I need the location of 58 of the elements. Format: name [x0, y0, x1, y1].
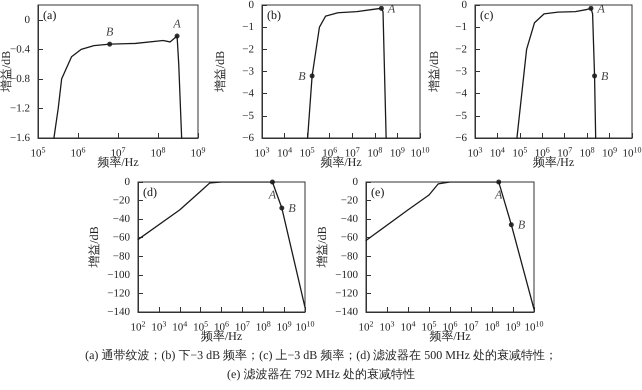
chart-title: (b)	[267, 8, 281, 22]
y-axis-title: 增益/dB	[315, 226, 329, 269]
y-tick-label: 0	[24, 14, 30, 26]
y-axis-title: 增益/dB	[213, 50, 227, 94]
y-tick-label: 0	[248, 0, 254, 11]
y-tick-label: −4	[455, 88, 468, 100]
y-tick-label: −2	[242, 43, 254, 56]
y-tick-label: −60	[340, 232, 358, 244]
y-tick-label: −100	[107, 268, 130, 281]
y-tick-label: −140	[107, 306, 130, 318]
y-tick-label: −120	[335, 287, 358, 300]
annotation: B	[601, 68, 610, 83]
text: (e) 滤波器在 792 MHz 处的衰减特性	[226, 366, 416, 383]
y-tick-label: −60	[112, 232, 130, 244]
y-tick-label: −5	[242, 110, 254, 122]
annotation: A	[386, 1, 396, 16]
y-tick-label: −40	[112, 213, 130, 226]
y-tick-label: −6	[242, 132, 254, 144]
chart-title: (d)	[143, 185, 157, 199]
y-tick-label: 0	[352, 176, 358, 188]
y-tick-label: −3	[242, 66, 254, 78]
x-axis-title: 频率/Hz	[97, 155, 139, 169]
y-tick-label: 0	[124, 176, 130, 188]
y-tick-label: −4	[242, 88, 254, 100]
annotation: A	[494, 188, 504, 202]
y-tick-label: −120	[107, 287, 130, 300]
annotation: A	[596, 1, 606, 16]
y-tick-label: 0	[462, 0, 468, 11]
y-tick-label: −1	[455, 21, 467, 34]
annotation: A	[268, 188, 277, 202]
y-tick-label: −80	[340, 250, 358, 262]
y-tick-label: −2	[455, 43, 467, 56]
y-tick-label: −40	[340, 213, 358, 226]
y-axis-title: 增益/dB	[427, 50, 441, 94]
y-tick-label: −100	[335, 268, 358, 281]
annotation: B	[106, 24, 114, 39]
chart-title: (c)	[480, 8, 494, 22]
y-tick-label: −0.4	[10, 43, 30, 56]
y-tick-label: −140	[335, 306, 358, 318]
y-tick-label: −5	[455, 110, 468, 122]
annotation: B	[518, 218, 526, 232]
y-tick-label: −0.8	[10, 72, 30, 85]
y-tick-label: −80	[112, 250, 130, 262]
text: (a) 通带纹波；(b) 下−3 dB 频率；(c) 上−3 dB 频率；(d) 滤波器在 500 MHz 处的衰减特性；	[84, 347, 558, 364]
y-axis-title: 增益/dB	[87, 226, 101, 269]
y-tick-label: −1.2	[10, 102, 30, 114]
annotation: A	[172, 16, 182, 31]
chart-title: (a)	[43, 8, 56, 22]
y-axis-title: 增益/dB	[0, 50, 13, 94]
y-tick-label: −1.6	[10, 132, 30, 144]
y-tick-label: −20	[340, 194, 358, 207]
annotation: B	[288, 201, 296, 215]
y-tick-label: −1	[242, 21, 254, 34]
chart-title: (e)	[371, 185, 384, 199]
y-tick-label: −6	[455, 132, 468, 144]
y-tick-label: −3	[455, 66, 468, 78]
y-tick-label: −20	[112, 194, 130, 207]
annotation: B	[298, 68, 306, 83]
